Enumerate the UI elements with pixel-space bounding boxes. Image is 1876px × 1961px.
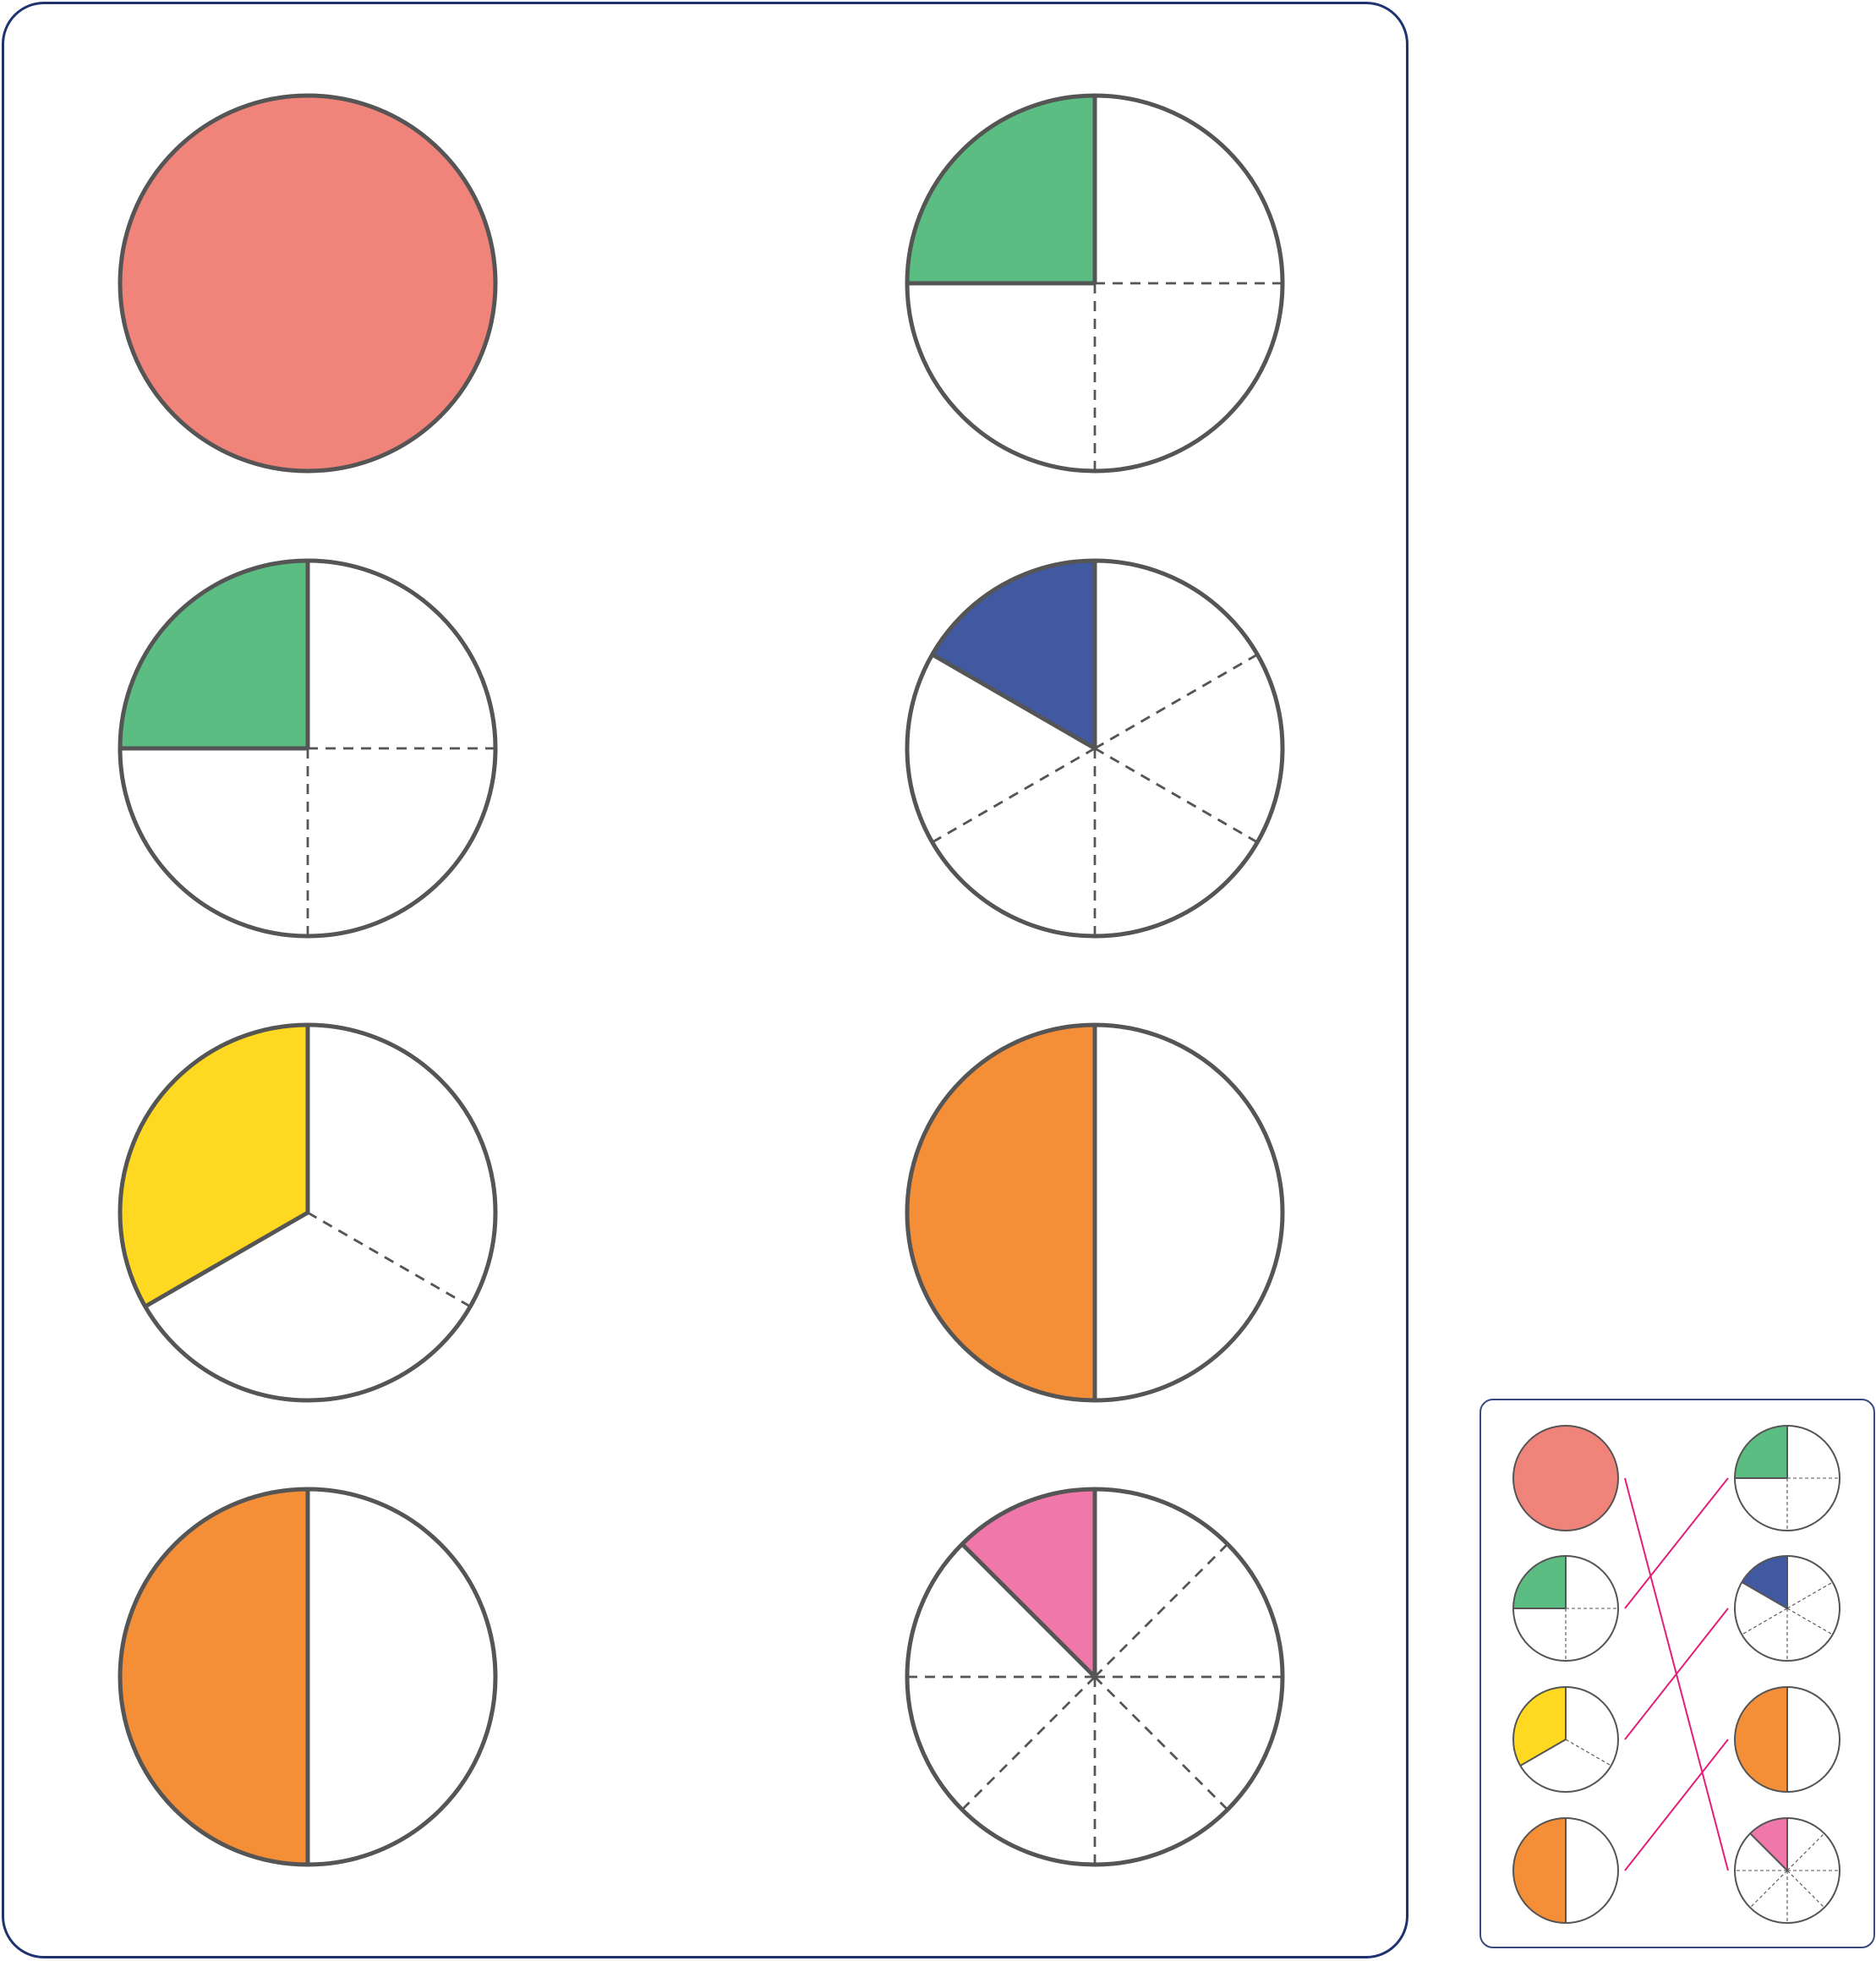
key-right-quarter-circle-green (1734, 1425, 1840, 1531)
key-right-half-circle-orange-shaded-sector (1735, 1687, 1787, 1792)
left-half-circle-orange-outline (118, 1487, 498, 1867)
right-sixth-circle-blue-division-line (1094, 653, 1258, 750)
key-right-eighth-circle-pink-sector-edge (1749, 1832, 1788, 1871)
key-left-third-circle-yellow (1512, 1686, 1619, 1793)
key-right-quarter-circle-green-outline (1734, 1425, 1840, 1531)
key-right-eighth-circle-pink (1734, 1817, 1840, 1924)
right-sixth-circle-blue-outline (905, 558, 1285, 939)
right-eighth-circle-pink-division-line (1094, 1676, 1228, 1810)
right-eighth-circle-pink-division-line (1094, 1543, 1228, 1678)
key-left-half-circle-orange (1512, 1817, 1619, 1924)
right-quarter-circle-green-shaded-sector (907, 96, 1095, 283)
key-right-eighth-circle-pink-shaded-sector (1750, 1818, 1787, 1871)
left-third-circle-yellow-division-line (307, 1211, 471, 1308)
key-left-whole-circle-red-whole (1512, 1425, 1619, 1531)
key-right-sixth-circle-blue-division-line (1786, 1608, 1833, 1635)
left-whole-circle-red (118, 93, 498, 474)
key-left-quarter-circle-green-outline (1512, 1555, 1619, 1662)
right-sixth-circle-blue (905, 558, 1285, 939)
left-half-circle-orange-shaded-sector (120, 1489, 308, 1865)
left-third-circle-yellow (118, 1022, 498, 1403)
left-quarter-circle-green-outline (118, 558, 498, 939)
key-right-sixth-circle-blue-outline (1734, 1555, 1840, 1662)
key-right-eighth-circle-pink-division-line (1786, 1832, 1825, 1871)
left-quarter-circle-green (118, 558, 498, 939)
key-left-half-circle-orange-shaded-sector (1513, 1818, 1566, 1923)
key-left-quarter-circle-green-shaded-sector (1513, 1556, 1566, 1608)
left-third-circle-yellow-outline (118, 1022, 498, 1403)
answer-key-diagram (1512, 1425, 1840, 1924)
fraction-circles-main (118, 93, 1285, 1867)
key-right-sixth-circle-blue-division-line (1742, 1608, 1788, 1635)
left-third-circle-yellow-shaded-sector (119, 1024, 308, 1306)
key-left-whole-circle-red (1512, 1425, 1619, 1531)
left-third-circle-yellow-sector-edge (144, 1210, 309, 1309)
key-right-eighth-circle-pink-division-line (1786, 1870, 1825, 1909)
key-left-quarter-circle-green (1512, 1555, 1619, 1662)
main-panel (2, 2, 1408, 1958)
right-eighth-circle-pink-shaded-sector (962, 1489, 1095, 1677)
right-half-circle-orange-outline (905, 1022, 1285, 1403)
right-sixth-circle-blue-division-line (932, 747, 1096, 844)
right-quarter-circle-green (905, 93, 1285, 474)
right-eighth-circle-pink-division-line (961, 1676, 1096, 1810)
left-quarter-circle-green-shaded-sector (120, 561, 308, 748)
key-right-eighth-circle-pink-outline (1734, 1817, 1840, 1924)
key-left-third-circle-yellow-shaded-sector (1513, 1687, 1566, 1766)
right-half-circle-orange-shaded-sector (907, 1025, 1095, 1400)
key-left-third-circle-yellow-outline (1512, 1686, 1619, 1793)
key-right-half-circle-orange (1734, 1686, 1840, 1793)
key-right-sixth-circle-blue-sector-edge (1741, 1581, 1788, 1609)
answer-key-panel (1479, 1399, 1875, 1948)
right-sixth-circle-blue-sector-edge (931, 652, 1097, 751)
key-left-third-circle-yellow-sector-edge (1519, 1739, 1567, 1767)
match-line (1624, 1608, 1729, 1740)
key-left-third-circle-yellow-division-line (1565, 1739, 1611, 1767)
left-half-circle-orange (118, 1487, 498, 1867)
right-eighth-circle-pink (905, 1487, 1285, 1867)
key-right-sixth-circle-blue-division-line (1786, 1581, 1833, 1609)
key-right-half-circle-orange-outline (1734, 1686, 1840, 1793)
right-eighth-circle-pink-outline (905, 1487, 1285, 1867)
right-sixth-circle-blue-division-line (1094, 747, 1258, 844)
key-right-sixth-circle-blue (1734, 1555, 1840, 1662)
match-line (1624, 1739, 1729, 1871)
match-line (1624, 1477, 1729, 1609)
right-quarter-circle-green-outline (905, 93, 1285, 474)
key-right-quarter-circle-green-shaded-sector (1735, 1426, 1787, 1478)
left-whole-circle-red-whole (118, 93, 498, 474)
key-right-eighth-circle-pink-division-line (1749, 1870, 1788, 1909)
right-eighth-circle-pink-sector-edge (960, 1542, 1097, 1679)
right-half-circle-orange (905, 1022, 1285, 1403)
key-left-half-circle-orange-outline (1512, 1817, 1619, 1924)
